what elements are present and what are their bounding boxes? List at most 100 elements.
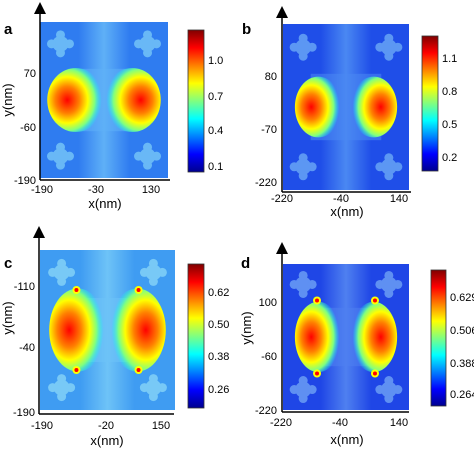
- heatmap-corner-lobe: [139, 35, 156, 52]
- panel-d-y-arrow: [276, 242, 288, 254]
- panel-c-ytick-0: -110: [14, 281, 35, 293]
- heatmap-corner-lobe: [380, 39, 397, 56]
- heatmap-corner-sublobe: [152, 151, 162, 161]
- heatmap-corner-sublobe: [393, 42, 403, 52]
- panel-b-label: b: [242, 21, 251, 38]
- panel-b-cbtick-1: 0.8: [442, 86, 457, 98]
- heatmap-corner-lobe: [53, 264, 70, 281]
- panel-d-cbtick-2: 0.388: [450, 358, 474, 370]
- panel-a-xtick-0: -190: [31, 184, 53, 196]
- panel-c-ytick-2: -190: [13, 407, 35, 419]
- heatmap-corner-sublobe: [148, 374, 158, 384]
- heatmap-corner-sublobe: [134, 39, 144, 49]
- panel-c-xlabel: x(nm): [90, 433, 123, 448]
- colorbar-gradient: [187, 29, 205, 173]
- panel-b-ytick-2: -220: [255, 177, 277, 189]
- heatmap-corner-lobe: [380, 158, 397, 175]
- panel-d-svg: d 100 -60 -220 -220 -40 140 x(nm) y(nm) …: [239, 242, 474, 447]
- heatmap-corner-sublobe: [384, 394, 394, 404]
- panel-b-cbtick-0: 1.1: [442, 53, 457, 65]
- panel-b-xtick-2: 140: [390, 193, 408, 205]
- panel-c-cbtick-0: 0.62: [208, 287, 229, 299]
- panel-a-xlabel: x(nm): [88, 196, 121, 211]
- colorbar-gradient: [421, 35, 439, 172]
- heatmap-corner-sublobe: [298, 376, 308, 386]
- heatmap-corner-sublobe: [289, 385, 299, 395]
- panel-a-y-arrow: [34, 2, 46, 14]
- heatmap-corner-sublobe: [298, 33, 308, 43]
- panel-c-heatmap: [40, 250, 175, 410]
- panel-b-colorbar: [421, 35, 439, 172]
- heatmap-satellite-core: [372, 371, 377, 376]
- panel-a: a 70 -60 -190 -190 -30 130 x(nm) y(nm) 1…: [0, 0, 237, 220]
- heatmap-corner-sublobe: [48, 267, 58, 277]
- heatmap-corner-sublobe: [289, 162, 299, 172]
- heatmap-corner-sublobe: [139, 267, 149, 277]
- heatmap-corner-lobe: [52, 35, 69, 52]
- heatmap-corner-sublobe: [143, 48, 153, 58]
- heatmap-corner-sublobe: [298, 394, 308, 404]
- heatmap-corner-sublobe: [289, 42, 299, 52]
- panel-d-cbtick-3: 0.264: [450, 389, 474, 401]
- heatmap-corner-sublobe: [55, 30, 65, 40]
- colorbar-gradient: [187, 263, 205, 409]
- panel-d-xtick-0: -220: [270, 417, 292, 429]
- heatmap-corner-sublobe: [148, 258, 158, 268]
- heatmap-corner-sublobe: [157, 267, 167, 277]
- heatmap-satellite-core: [315, 371, 320, 376]
- heatmap-corner-sublobe: [307, 279, 317, 289]
- panel-c-cbtick-1: 0.50: [208, 319, 229, 331]
- panel-c-cbtick-2: 0.38: [208, 351, 229, 363]
- heatmap-corner-sublobe: [55, 142, 65, 152]
- panel-b: b 80 -70 -220 -220 -40 140 x(nm) 1.1 0.8…: [237, 0, 474, 220]
- panel-d-xlabel: x(nm): [330, 432, 363, 447]
- heatmap-corner-lobe: [380, 276, 397, 293]
- heatmap-corner-lobe: [295, 39, 312, 56]
- heatmap-corner-sublobe: [46, 151, 56, 161]
- heatmap-corner-lobe: [145, 379, 162, 396]
- heatmap-corner-sublobe: [134, 151, 144, 161]
- panel-d-ylabel: y(nm): [239, 311, 254, 344]
- panel-c-y-arrow: [33, 226, 45, 238]
- heatmap-corner-lobe: [295, 381, 312, 398]
- panel-d-ytick-2: -220: [255, 405, 277, 417]
- heatmap-corner-sublobe: [46, 39, 56, 49]
- panel-b-cbtick-2: 0.5: [442, 119, 457, 131]
- heatmap-corner-sublobe: [66, 383, 76, 393]
- heatmap-corner-sublobe: [307, 385, 317, 395]
- panel-d-ytick-1: -60: [261, 351, 277, 363]
- heatmap-corner-sublobe: [157, 383, 167, 393]
- panel-b-xtick-1: -40: [333, 193, 349, 205]
- panel-b-svg: b 80 -70 -220 -220 -40 140 x(nm) 1.1 0.8…: [242, 6, 457, 219]
- heatmap-corner-sublobe: [384, 376, 394, 386]
- panel-b-xtick-0: -220: [271, 193, 293, 205]
- heatmap-corner-sublobe: [57, 392, 67, 402]
- panel-a-cbtick-1: 0.7: [208, 91, 223, 103]
- panel-d-cbtick-1: 0.506: [450, 325, 474, 337]
- heatmap-corner-lobe: [295, 158, 312, 175]
- heatmap-corner-sublobe: [298, 270, 308, 280]
- panel-a-xtick-1: -30: [88, 184, 104, 196]
- heatmap-corner-sublobe: [393, 279, 403, 289]
- heatmap-corner-sublobe: [64, 151, 74, 161]
- panel-b-ytick-1: -70: [261, 124, 277, 136]
- heatmap-corner-sublobe: [384, 153, 394, 163]
- heatmap-hotspot: [47, 68, 105, 132]
- panel-c-xtick-0: -190: [31, 420, 53, 432]
- panel-d-label: d: [241, 255, 250, 272]
- heatmap-corner-sublobe: [64, 39, 74, 49]
- heatmap-corner-sublobe: [298, 51, 308, 61]
- heatmap-corner-sublobe: [375, 42, 385, 52]
- panel-b-ytick-0: 80: [265, 71, 277, 83]
- heatmap-corner-sublobe: [57, 258, 67, 268]
- panel-b-y-arrow: [276, 6, 288, 18]
- panel-c-xtick-1: -20: [98, 420, 114, 432]
- panel-c-xtick-2: 150: [152, 420, 170, 432]
- heatmap-corner-sublobe: [48, 383, 58, 393]
- panel-c-label: c: [4, 255, 12, 272]
- heatmap-corner-sublobe: [393, 162, 403, 172]
- heatmap-corner-sublobe: [393, 385, 403, 395]
- panel-c-svg: c -110 -40 -190 -190 -20 150 x(nm) y(nm)…: [0, 226, 229, 448]
- panel-c-ylabel: y(nm): [0, 301, 15, 334]
- heatmap-corner-lobe: [145, 264, 162, 281]
